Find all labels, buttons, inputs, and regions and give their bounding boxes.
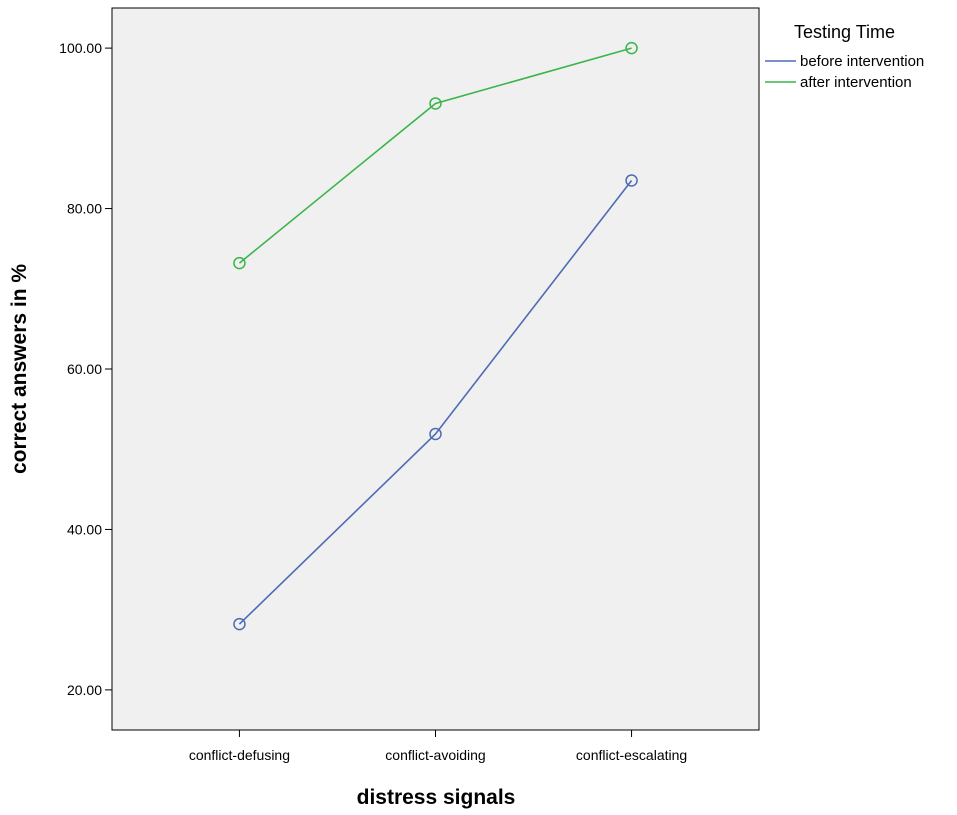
- series-line-0: [238, 179, 633, 625]
- legend-title: Testing Time: [794, 22, 895, 42]
- legend-label: after intervention: [800, 74, 912, 91]
- series-line-1: [238, 47, 632, 264]
- y-axis: 20.00 40.00 60.00 80.00 100.00: [59, 40, 112, 698]
- y-tick-label: 100.00: [59, 40, 102, 56]
- y-axis-title: correct answers in %: [8, 264, 31, 474]
- series-layer: [233, 41, 638, 631]
- data-point: [233, 256, 246, 270]
- data-point: [625, 41, 638, 55]
- y-tick-label: 20.00: [67, 682, 102, 698]
- y-tick-label: 80.00: [67, 201, 102, 217]
- y-tick-label: 40.00: [67, 521, 102, 537]
- x-axis-title: distress signals: [357, 786, 516, 809]
- x-tick-label: conflict-avoiding: [385, 747, 485, 763]
- legend: Testing Time before intervention after in…: [765, 22, 924, 91]
- x-axis: conflict-defusing conflict-avoiding confli…: [189, 730, 687, 763]
- data-point: [625, 174, 638, 187]
- data-point: [429, 427, 442, 441]
- y-tick-label: 60.00: [67, 361, 102, 377]
- plot-area: [111, 7, 760, 731]
- x-tick-label: conflict-defusing: [189, 747, 290, 763]
- legend-label: before intervention: [800, 53, 924, 70]
- data-point: [233, 617, 246, 631]
- data-point: [429, 97, 442, 110]
- x-tick-label: conflict-escalating: [576, 747, 687, 763]
